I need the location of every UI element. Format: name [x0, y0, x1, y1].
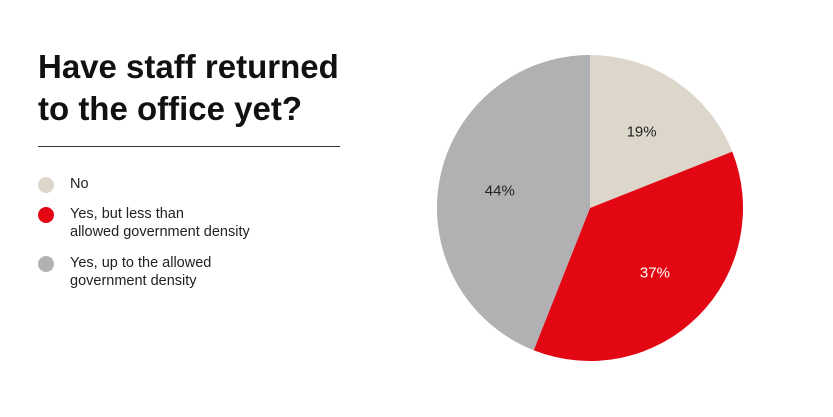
pie-data-label-2: 44% [485, 182, 515, 199]
legend-item-no: No [38, 175, 338, 193]
chart-title: Have staff returned to the office yet? [38, 48, 339, 127]
pie-slice-0 [590, 55, 733, 208]
pie-data-label-1: 37% [640, 264, 670, 281]
legend-swatch-yes-less-than-allowed [38, 207, 54, 223]
legend-label-no: No [70, 176, 89, 192]
title-divider [38, 146, 340, 147]
pie-data-label-0: 19% [627, 124, 657, 141]
legend-label-yes-up-to-allowed: Yes, up to the allowed government densit… [70, 255, 212, 289]
legend: No Yes, but less than allowed government… [38, 175, 338, 303]
legend-label-yes-less-than-allowed: Yes, but less than allowed government de… [70, 206, 250, 240]
legend-item-yes-less-than-allowed: Yes, but less than allowed government de… [38, 205, 338, 241]
pie-slices [436, 54, 743, 361]
pie-slice-1 [533, 151, 743, 361]
legend-item-yes-up-to-allowed: Yes, up to the allowed government densit… [38, 254, 338, 290]
pie-data-labels: 19% 37% 44% [485, 124, 670, 282]
legend-swatch-yes-up-to-allowed [38, 256, 54, 272]
legend-swatch-no [38, 177, 54, 193]
pie-slice-2 [436, 54, 590, 351]
